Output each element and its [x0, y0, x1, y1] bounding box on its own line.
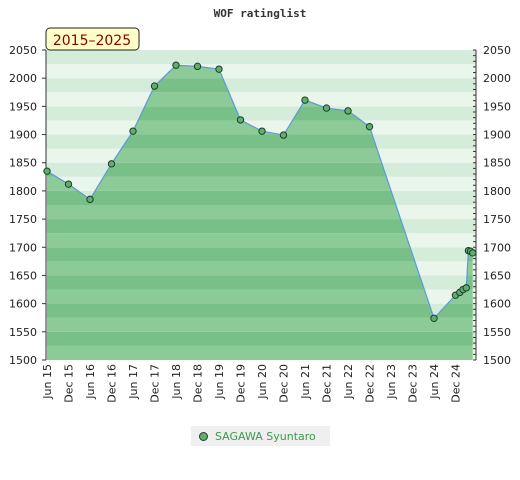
y-tick-label-left: 1850 [9, 157, 37, 170]
area-band [47, 148, 473, 163]
band [46, 50, 476, 65]
data-point [215, 65, 223, 73]
period-badge-text: 2015–2025 [53, 33, 131, 49]
data-points [43, 61, 477, 322]
x-tick-label: Jun 18 [170, 364, 183, 400]
x-tick-label: Jun 20 [256, 364, 269, 400]
y-tick-label-right: 1700 [483, 241, 511, 254]
x-tick-label: Dec 18 [192, 364, 205, 403]
area-band [47, 261, 473, 276]
data-point [279, 131, 288, 139]
y-tick-label-left: 1650 [9, 269, 37, 282]
y-tick-label-left: 1500 [9, 354, 37, 367]
data-point [301, 96, 309, 104]
y-tick-label-left: 1950 [9, 100, 37, 113]
data-point [64, 180, 73, 188]
band [46, 64, 476, 79]
area-band [47, 331, 473, 346]
period-badge: 2015–2025 [45, 27, 140, 51]
y-tick-label-right: 2000 [483, 72, 511, 85]
data-point [172, 61, 180, 69]
y-tick-label-left: 1800 [9, 185, 37, 198]
area-band [47, 162, 473, 177]
y-tick-label-right: 1550 [483, 326, 511, 339]
y-tick-label-right: 1800 [483, 185, 511, 198]
y-tick-label-left: 1550 [9, 326, 37, 339]
data-point [322, 104, 331, 112]
band [46, 106, 476, 121]
x-tick-label: Jun 15 [41, 364, 54, 400]
x-tick-label: Dec 17 [149, 364, 162, 403]
x-tick-label: Dec 21 [321, 364, 334, 403]
data-point [236, 116, 245, 124]
area-band [47, 303, 473, 318]
x-tick-labels: Jun 15 Dec 15 Jun 16 Dec 16 Jun 17 Dec 17 Jun … [41, 364, 463, 403]
y-tick-labels-right: 1500 1550 1600 1650 1700 1750 1800 1850 1900 1950… [483, 44, 511, 367]
x-tick-label: Dec 20 [278, 364, 291, 403]
data-point [430, 314, 438, 322]
data-point [129, 127, 137, 135]
data-point [86, 195, 94, 204]
legend: SAGAWA Syuntaro [191, 426, 330, 446]
x-tick-label: Jun 16 [84, 364, 97, 400]
data-point [193, 62, 202, 71]
y-tick-label-left: 1750 [9, 213, 37, 226]
x-tick-label: Dec 15 [63, 364, 76, 403]
data-point [462, 284, 470, 292]
chart-title: WOF ratinglist [214, 7, 307, 20]
y-tick-label-right: 1850 [483, 157, 511, 170]
x-tick-label: Jun 24 [428, 364, 441, 400]
y-tick-label-left: 2000 [9, 72, 37, 85]
data-point [43, 167, 51, 175]
x-tick-label: Jun 17 [127, 364, 140, 400]
data-point [150, 82, 159, 90]
x-tick-label: Dec 23 [407, 364, 420, 403]
y-tick-label-right: 1650 [483, 269, 511, 282]
data-point [344, 107, 352, 115]
y-tick-label-left: 1900 [9, 129, 37, 142]
area-band [47, 176, 473, 191]
data-point [365, 122, 374, 131]
y-tick-label-left: 2050 [9, 44, 37, 57]
area-band [47, 345, 473, 360]
data-point [469, 249, 477, 257]
y-tick-label-right: 1950 [483, 100, 511, 113]
data-point [258, 127, 266, 135]
area-band [47, 190, 473, 205]
band [46, 92, 476, 107]
area-band [47, 289, 473, 304]
y-tick-label-right: 1500 [483, 354, 511, 367]
minor-ticks [473, 49, 476, 361]
y-tick-label-right: 1600 [483, 298, 511, 311]
y-tick-label-right: 1750 [483, 213, 511, 226]
area-band [47, 219, 473, 234]
data-point [107, 160, 116, 168]
y-tick-label-right: 1900 [483, 129, 511, 142]
area-band [47, 247, 473, 262]
area-band [47, 275, 473, 290]
area-band [47, 134, 473, 149]
band [46, 78, 476, 93]
y-tick-labels-left: 1500 1550 1600 1650 1700 1750 1800 1850 1900 1950… [9, 44, 46, 367]
y-tick-label-left: 1700 [9, 241, 37, 254]
area-band [47, 205, 473, 220]
legend-marker-icon [199, 431, 208, 441]
x-tick-label: Dec 22 [364, 364, 377, 403]
x-tick-label: Jun 23 [385, 364, 398, 400]
legend-label: SAGAWA Syuntaro [215, 429, 316, 443]
y-tick-label-right: 2050 [483, 44, 511, 57]
y-tick-label-left: 1600 [9, 298, 37, 311]
x-tick-label: Dec 19 [235, 364, 248, 403]
area-band [47, 317, 473, 332]
x-tick-label: Jun 19 [213, 364, 226, 400]
x-tick-label: Jun 22 [342, 364, 355, 400]
area-band [47, 233, 473, 248]
x-tick-label: Dec 24 [450, 364, 463, 403]
x-tick-label: Jun 21 [299, 364, 312, 400]
axes [45, 50, 477, 360]
x-tick-label: Dec 16 [106, 364, 119, 403]
